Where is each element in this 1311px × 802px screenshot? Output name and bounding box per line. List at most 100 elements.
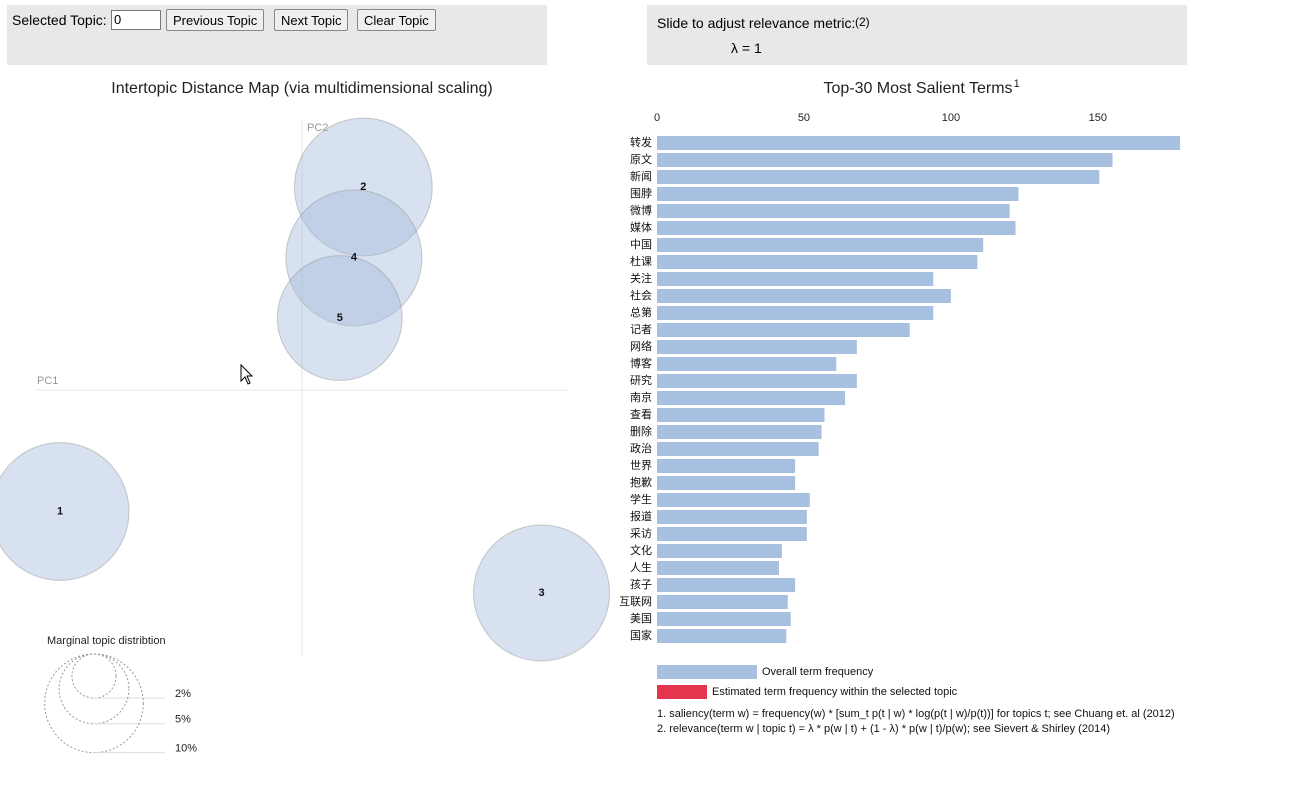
- bar: [657, 170, 1100, 184]
- term-label: 网络: [630, 339, 652, 353]
- term-label: 政治: [630, 441, 652, 455]
- term-label: 互联网: [619, 595, 652, 608]
- topic-label: 2: [360, 181, 366, 193]
- legend-label: Estimated term frequency within the sele…: [712, 686, 958, 698]
- bar: [657, 357, 837, 371]
- next-topic-button[interactable]: Next Topic: [274, 9, 349, 31]
- term-label: 文化: [630, 543, 652, 557]
- term-label: 学生: [630, 492, 652, 506]
- mouse-cursor: [240, 363, 254, 385]
- chart-title: Top-30 Most Salient Terms: [823, 80, 1012, 97]
- legend-swatch: [657, 685, 707, 699]
- term-label: 中国: [630, 238, 652, 251]
- clear-topic-button[interactable]: Clear Topic: [357, 9, 436, 31]
- topic-label: 4: [351, 252, 358, 264]
- bar: [657, 323, 910, 337]
- term-label: 报道: [630, 509, 652, 523]
- slider-panel: Slide to adjust relevance metric: (2) λ …: [647, 5, 1187, 65]
- topic-bubble: [0, 442, 130, 581]
- footnote: 2. relevance(term w | topic t) = λ * p(w…: [657, 723, 1110, 735]
- size-legend-circle: [71, 653, 117, 699]
- slider-help[interactable]: (2): [855, 15, 870, 29]
- x-tick-label: 0: [654, 112, 660, 124]
- bar: [657, 442, 819, 456]
- bar: [657, 289, 951, 303]
- bar: [657, 425, 822, 439]
- term-label: 查看: [630, 407, 652, 421]
- term-label: 记者: [630, 323, 652, 336]
- x-tick-label: 50: [798, 112, 810, 124]
- size-legend-label: 10%: [175, 743, 197, 755]
- bar: [657, 561, 779, 575]
- lambda-text: λ = 1: [731, 40, 762, 56]
- term-label: 抱歉: [630, 475, 652, 489]
- bar: [657, 374, 857, 388]
- selected-topic-label: Selected Topic:: [12, 12, 107, 28]
- topic-bubble: [293, 117, 433, 257]
- term-label: 国家: [630, 628, 652, 642]
- title-note: 1: [1014, 78, 1020, 90]
- bar: [657, 510, 807, 524]
- bar: [657, 595, 788, 609]
- bar: [657, 629, 787, 643]
- topic-input[interactable]: 0: [111, 10, 161, 30]
- previous-topic-button[interactable]: Previous Topic: [166, 9, 265, 31]
- bar: [657, 612, 791, 626]
- bar: [657, 578, 796, 592]
- term-label: 采访: [630, 527, 652, 540]
- bar: [657, 272, 934, 286]
- term-label: 原文: [630, 152, 652, 166]
- bar: [657, 221, 1016, 235]
- term-label: 社会: [630, 288, 652, 302]
- bar: [657, 340, 857, 354]
- size-legend-label: 5%: [175, 714, 191, 726]
- bar: [657, 136, 1181, 150]
- term-label: 微博: [630, 203, 652, 217]
- topic-label: 1: [57, 505, 63, 517]
- topic-bubble: [473, 524, 611, 662]
- bar: [657, 391, 846, 405]
- term-label: 美国: [630, 612, 652, 625]
- bar: [657, 493, 810, 507]
- bar: [657, 459, 796, 473]
- footnote: 1. saliency(term w) = frequency(w) * [su…: [657, 708, 1175, 720]
- bar: [657, 544, 782, 558]
- term-label: 转发: [630, 135, 652, 149]
- term-label: 围脖: [630, 187, 652, 200]
- topic-bubble: [276, 255, 403, 381]
- term-label: 世界: [630, 459, 652, 472]
- x-tick-label: 100: [942, 112, 960, 124]
- bar: [657, 238, 984, 252]
- bar: [657, 187, 1019, 201]
- term-label: 博客: [630, 356, 652, 370]
- topic-panel: Selected Topic: 0 Previous Topic Next To…: [7, 5, 547, 65]
- bar: [657, 408, 825, 422]
- chart-title: Intertopic Distance Map (via multidimens…: [111, 80, 493, 97]
- term-label: 新闻: [630, 169, 652, 183]
- legend-label: Overall term frequency: [762, 666, 874, 678]
- term-label: 人生: [630, 560, 652, 574]
- bar: [657, 527, 807, 541]
- term-label: 媒体: [630, 220, 652, 234]
- term-label: 孩子: [630, 578, 652, 591]
- size-legend-title: Marginal topic distribtion: [47, 635, 166, 647]
- size-legend-circle: [44, 653, 144, 754]
- topic-label: 3: [538, 587, 544, 599]
- bar: [657, 306, 934, 320]
- term-label: 关注: [630, 271, 652, 285]
- topic-label: 5: [337, 312, 343, 324]
- bar: [657, 204, 1010, 218]
- term-label: 南京: [630, 390, 652, 404]
- bar: [657, 255, 978, 269]
- bar: [657, 153, 1113, 167]
- bar: [657, 476, 796, 490]
- x-axis-label: PC1: [37, 375, 58, 387]
- term-label: 研究: [630, 373, 652, 387]
- x-tick-label: 150: [1089, 112, 1107, 124]
- legend-swatch: [657, 665, 757, 679]
- topic-bubble: [285, 189, 423, 327]
- slider-label: Slide to adjust relevance metric:: [657, 15, 856, 31]
